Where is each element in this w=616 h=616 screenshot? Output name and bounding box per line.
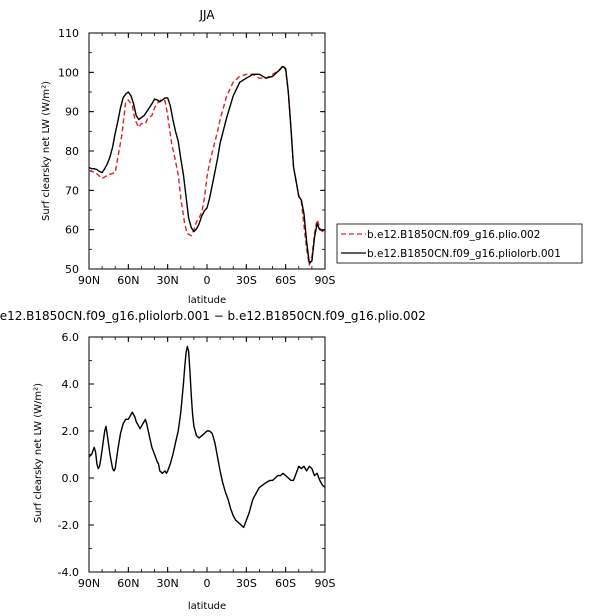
y-tick-label: 50 xyxy=(65,263,79,276)
series-line-1 xyxy=(88,345,326,529)
x-tick-label: 90S xyxy=(315,577,336,590)
x-tick-label: 0 xyxy=(204,577,211,590)
x-tick-label: 60S xyxy=(275,274,296,287)
y-tick-label: -2.0 xyxy=(58,519,79,532)
plot-frame xyxy=(88,32,326,270)
x-tick-label: 30N xyxy=(157,577,179,590)
x-tick-label: 60S xyxy=(275,577,296,590)
y-tick-label: 100 xyxy=(58,66,79,79)
plot-frame xyxy=(88,336,326,573)
top-chart-ylabel: Surf clearsky net LW (W/m²) xyxy=(41,81,52,221)
bottom-chart-xlabel: latitude xyxy=(188,601,226,612)
x-tick-label: 0 xyxy=(204,274,211,287)
top-chart-title: JJA xyxy=(198,8,215,22)
x-tick-label: 90N xyxy=(78,577,100,590)
y-tick-label: -4.0 xyxy=(58,566,79,579)
top-chart-legend: b.e12.B1850CN.f09_g16.plio.002 b.e12.B18… xyxy=(336,223,583,264)
bottom-chart-title: b.e12.B1850CN.f09_g16.pliolorb.001 − b.e… xyxy=(0,309,426,323)
y-tick-label: 110 xyxy=(58,27,79,40)
y-tick-label: 0.0 xyxy=(62,472,80,485)
y-tick-label: 80 xyxy=(65,145,79,158)
y-tick-label: 4.0 xyxy=(62,378,80,391)
y-tick-label: 60 xyxy=(65,224,79,237)
top-chart-plot: 50 60 70 80 90 100 110 90N 60N 30N 0 30S 60S 90S xyxy=(58,27,336,287)
y-tick-label: 90 xyxy=(65,106,79,119)
legend-label-series-2: b.e12.B1850CN.f09_g16.pliolorb.001 xyxy=(367,248,561,260)
legend-label-series-1: b.e12.B1850CN.f09_g16.plio.002 xyxy=(367,229,540,241)
top-chart-xlabel: latitude xyxy=(188,295,226,306)
bottom-chart-ylabel: Surf clearsky net LW (W/m²) xyxy=(33,383,44,523)
x-tick-label: 90N xyxy=(78,274,100,287)
x-tick-label: 30S xyxy=(236,274,257,287)
legend-box xyxy=(336,223,583,264)
y-tick-label: 2.0 xyxy=(62,425,80,438)
x-tick-label: 90S xyxy=(315,274,336,287)
bottom-chart-plot: -4.0 -2.0 0.0 2.0 4.0 6.0 90N 60N 30N 0 30S 60S 90S xyxy=(58,331,336,590)
x-tick-label: 60N xyxy=(117,577,139,590)
x-tick-label: 60N xyxy=(117,274,139,287)
bottom-chart: b.e12.B1850CN.f09_g16.pliolorb.001 − b.e… xyxy=(0,309,426,612)
x-tick-label: 30N xyxy=(157,274,179,287)
series-line-2 xyxy=(88,65,326,264)
x-tick-label: 30S xyxy=(236,577,257,590)
y-tick-label: 6.0 xyxy=(62,331,80,344)
y-tick-label: 70 xyxy=(65,184,79,197)
